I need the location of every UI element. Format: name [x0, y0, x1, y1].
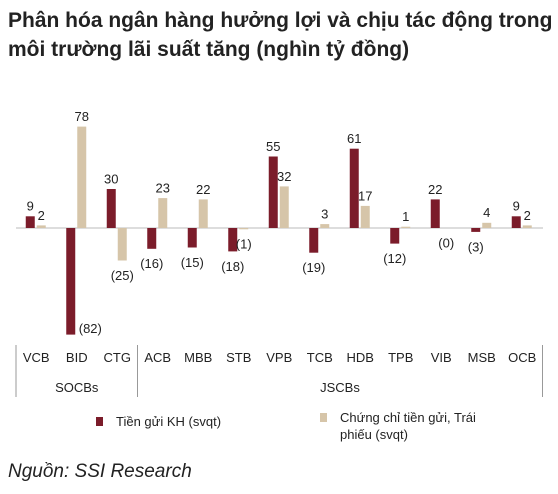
bar: [187, 228, 197, 248]
data-label: (18): [221, 259, 244, 274]
data-label: (12): [383, 251, 406, 266]
bar: [228, 228, 238, 252]
data-label: 61: [347, 131, 361, 146]
data-label: 30: [104, 171, 118, 186]
legend-label: Chứng chỉ tiền gửi, Trái phiếu (svqt): [340, 410, 476, 442]
bar: [77, 126, 87, 228]
bar: [36, 225, 46, 228]
bar: [349, 148, 359, 228]
data-label: (16): [140, 256, 163, 271]
group-label: JSCBs: [320, 380, 360, 395]
bar: [482, 222, 492, 228]
data-label: 9: [27, 199, 34, 214]
bar: [320, 224, 330, 228]
legend-swatch: [320, 413, 327, 422]
x-tick-label: MSB: [468, 350, 496, 365]
bar: [401, 226, 411, 228]
bar: [522, 225, 532, 228]
group-label: SOCBs: [55, 380, 99, 395]
bar: [309, 228, 319, 253]
x-tick-label: TCB: [307, 350, 333, 365]
data-label: 22: [428, 182, 442, 197]
data-label: 2: [38, 208, 45, 223]
bar: [25, 216, 35, 228]
bar: [117, 228, 127, 261]
data-label: 78: [75, 109, 89, 124]
x-tick-label: ACB: [144, 350, 171, 365]
source: Nguồn: SSI Research: [8, 461, 192, 482]
data-label: 32: [277, 169, 291, 184]
x-tick-label: CTG: [104, 350, 131, 365]
data-label: 4: [483, 205, 490, 220]
data-label: (19): [302, 260, 325, 275]
x-tick-label: VPB: [266, 350, 292, 365]
x-tick-label: BID: [66, 350, 88, 365]
data-label: 1: [402, 209, 409, 224]
bar: [147, 228, 157, 249]
data-label: 55: [266, 139, 280, 154]
data-label: 23: [156, 181, 170, 196]
x-tick-label: VIB: [431, 350, 452, 365]
bar: [158, 198, 168, 228]
data-label: (1): [236, 237, 252, 252]
x-tick-label: STB: [226, 350, 251, 365]
x-tick-label: OCB: [508, 350, 536, 365]
bar: [430, 199, 440, 228]
data-label: (82): [79, 321, 102, 336]
bar: [268, 156, 278, 228]
data-label: 9: [513, 199, 520, 214]
chart-title: Phân hóa ngân hàng hưởng lợi và chịu tác…: [8, 9, 553, 61]
bar: [279, 186, 289, 228]
legend-swatch: [96, 417, 103, 426]
bar: [471, 228, 481, 232]
bar: [390, 228, 400, 244]
data-label: 2: [524, 208, 531, 223]
bar: [511, 216, 521, 228]
data-label: 3: [321, 207, 328, 222]
bar: [198, 199, 208, 228]
x-tick-label: VCB: [23, 350, 50, 365]
x-tick-label: HDB: [347, 350, 374, 365]
data-label: (15): [181, 255, 204, 270]
data-label: 17: [358, 188, 372, 203]
bar: [360, 205, 370, 228]
legend-label: Tiền gửi KH (svqt): [116, 414, 222, 429]
x-tick-label: TPB: [388, 350, 413, 365]
bar: [106, 189, 116, 228]
x-tick-label: MBB: [184, 350, 212, 365]
data-label: (0): [438, 235, 454, 250]
bar: [239, 228, 249, 230]
data-label: 22: [196, 182, 210, 197]
bar: [66, 228, 76, 335]
data-label: (25): [111, 268, 134, 283]
data-label: (3): [468, 239, 484, 254]
